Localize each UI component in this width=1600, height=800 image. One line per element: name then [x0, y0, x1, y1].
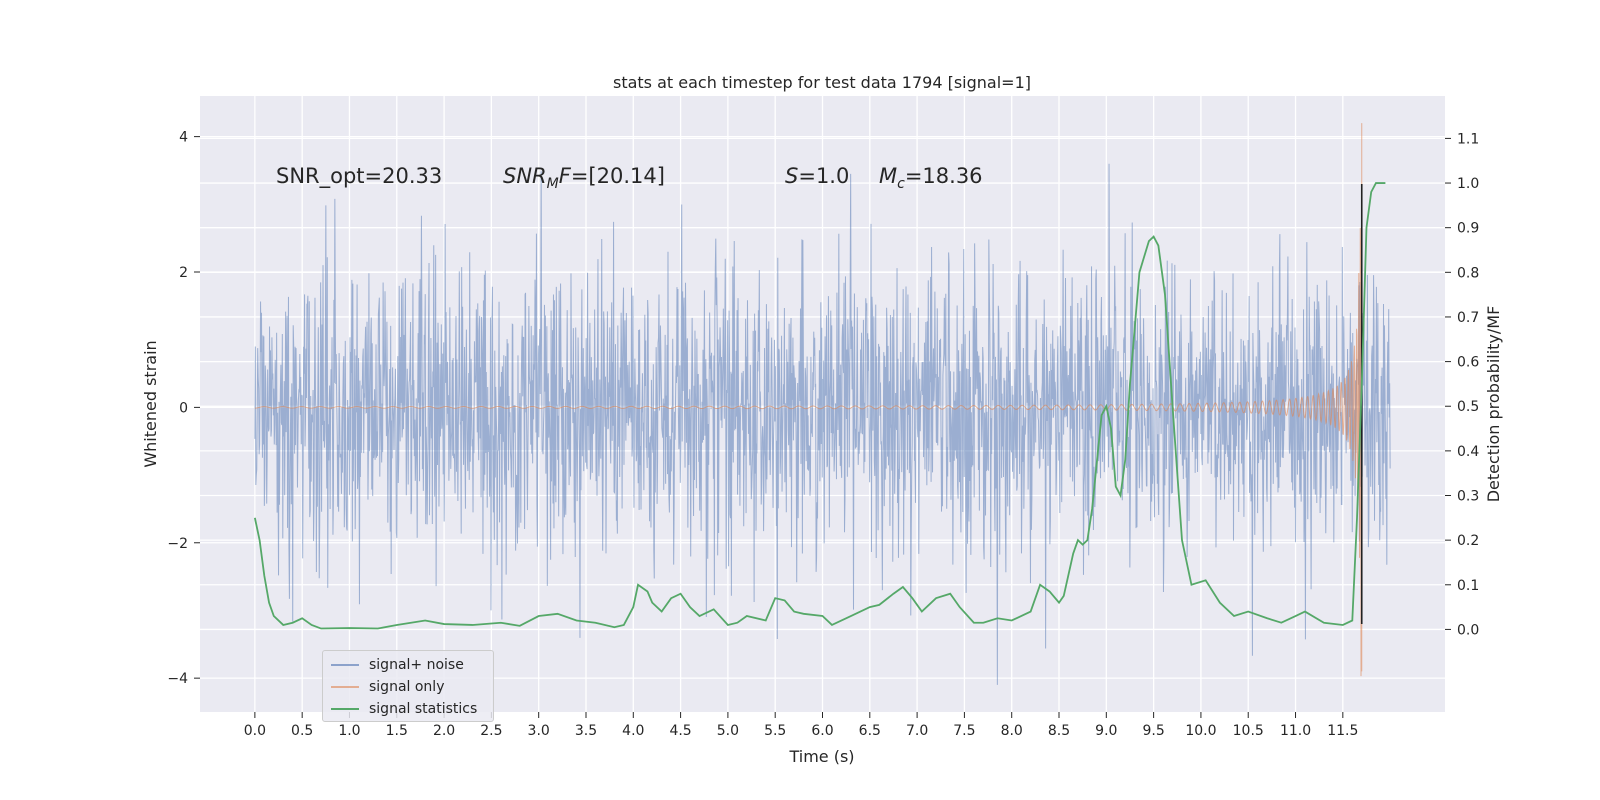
- y-tick-label: −2: [167, 536, 188, 552]
- legend-swatch-signal-statistics: [331, 708, 359, 710]
- annotation-snr-mf: SNRMF=[20.14]: [503, 164, 665, 192]
- legend-label-signal-only: signal only: [369, 679, 445, 695]
- legend-swatch-signal-only: [331, 686, 359, 688]
- axis-ticks: 0.0 0.5 1.0 1.5 2.0 2.5 3.0 3.5 4.0 4.5 5.0 5.5 6.0 6…: [167, 130, 1479, 739]
- signal-only-line: [254, 123, 1363, 677]
- annotation-s-value: =1.0: [798, 164, 850, 188]
- legend-item-signal-noise: signal+ noise: [331, 654, 464, 676]
- annotation-snr-opt-text: SNR_opt=20.33: [276, 164, 443, 188]
- y-axis-label: Whitened strain: [141, 340, 160, 467]
- annotation-snr-mf-subscript: M: [546, 176, 559, 193]
- x-tick-label: 7.5: [953, 723, 975, 739]
- legend: signal+ noise signal only signal statist…: [322, 650, 494, 722]
- x-tick-label: 3.0: [528, 723, 550, 739]
- x-tick-label: 0.5: [291, 723, 313, 739]
- y2-tick-label: 1.1: [1457, 131, 1479, 147]
- y2-tick-label: 0.0: [1457, 622, 1479, 638]
- x-tick-label: 0.0: [244, 723, 266, 739]
- x-tick-label: 1.5: [386, 723, 408, 739]
- x-tick-label: 4.0: [622, 723, 644, 739]
- signal-noise-line: [254, 163, 1391, 685]
- chart-title: stats at each timestep for test data 179…: [613, 73, 1031, 92]
- y2-tick-label: 0.3: [1457, 489, 1479, 505]
- y-tick-label: 2: [179, 265, 188, 281]
- y2-tick-label: 0.2: [1457, 533, 1479, 549]
- annotation-mc-symbol: M: [879, 164, 898, 188]
- x-tick-label: 2.0: [433, 723, 455, 739]
- series-signal-statistics: [253, 182, 1386, 630]
- x-tick-label: 1.0: [338, 723, 360, 739]
- annotation-mc-subscript: c: [897, 176, 905, 193]
- x-tick-label: 7.0: [906, 723, 928, 739]
- y-tick-label: 0: [179, 400, 188, 416]
- x-tick-label: 6.5: [859, 723, 881, 739]
- y2-axis-label: Detection probability/MF: [1484, 306, 1503, 503]
- x-tick-label: 9.0: [1095, 723, 1117, 739]
- annotation-s: S=1.0: [785, 164, 849, 188]
- y2-tick-label: 0.1: [1457, 578, 1479, 594]
- annotation-mc: Mc=18.36: [879, 164, 983, 192]
- legend-swatch-signal-noise: [331, 664, 359, 666]
- x-tick-label: 10.0: [1185, 723, 1216, 739]
- y2-tick-label: 0.7: [1457, 310, 1479, 326]
- x-tick-label: 6.0: [811, 723, 833, 739]
- signal-statistics-line: [253, 182, 1386, 630]
- legend-item-signal-only: signal only: [331, 676, 444, 698]
- x-tick-label: 8.5: [1048, 723, 1070, 739]
- annotation-mc-value: =18.36: [904, 164, 983, 188]
- legend-label-signal-statistics: signal statistics: [369, 701, 478, 717]
- x-axis-label: Time (s): [788, 747, 854, 766]
- x-tick-label: 11.5: [1327, 723, 1358, 739]
- y-tick-label: 4: [179, 130, 188, 146]
- y2-tick-label: 0.6: [1457, 355, 1479, 371]
- y-tick-label: −4: [167, 671, 188, 687]
- y2-tick-label: 0.5: [1457, 399, 1479, 415]
- x-tick-label: 9.5: [1142, 723, 1164, 739]
- y2-tick-label: 1.0: [1457, 176, 1479, 192]
- y2-tick-label: 0.4: [1457, 444, 1479, 460]
- annotation-s-symbol: S: [785, 164, 799, 188]
- annotation-snr-opt: SNR_opt=20.33: [276, 164, 442, 188]
- annotation-snr-mf-symbol2: F: [558, 164, 571, 188]
- x-tick-label: 4.5: [669, 723, 691, 739]
- x-tick-label: 2.5: [480, 723, 502, 739]
- x-tick-label: 5.5: [764, 723, 786, 739]
- annotation-snr-mf-value: =[20.14]: [570, 164, 665, 188]
- legend-label-signal-noise: signal+ noise: [369, 657, 464, 673]
- x-tick-label: 11.0: [1280, 723, 1311, 739]
- annotation-snr-mf-symbol: SNR: [503, 164, 547, 188]
- x-tick-label: 5.0: [717, 723, 739, 739]
- y2-tick-label: 0.9: [1457, 221, 1479, 237]
- y2-tick-label: 0.8: [1457, 265, 1479, 281]
- x-tick-label: 10.5: [1233, 723, 1264, 739]
- series-signal-noise: [254, 163, 1391, 685]
- x-tick-label: 8.0: [1001, 723, 1023, 739]
- x-tick-label: 3.5: [575, 723, 597, 739]
- legend-item-signal-statistics: signal statistics: [331, 698, 477, 720]
